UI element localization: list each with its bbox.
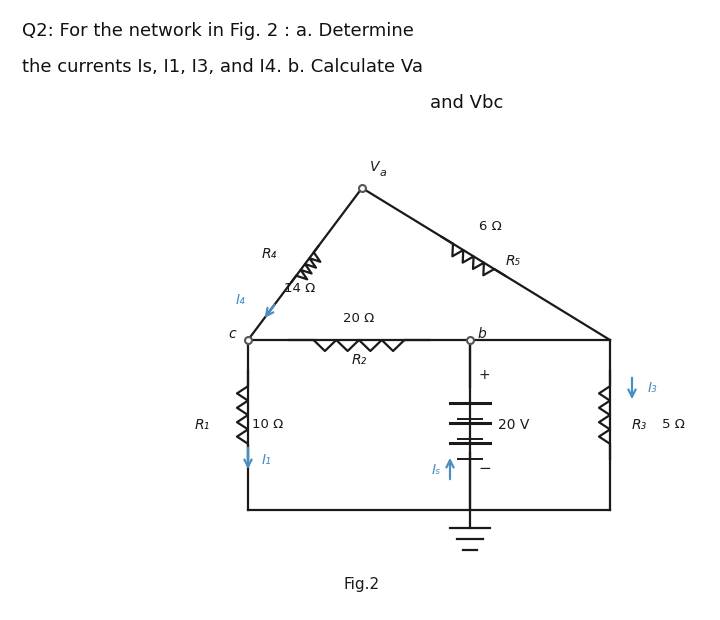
Text: −: − — [478, 461, 491, 476]
Text: R₄: R₄ — [262, 247, 277, 261]
Text: +: + — [478, 368, 490, 382]
Text: b: b — [478, 327, 487, 341]
Text: a: a — [380, 168, 387, 178]
Text: 6 Ω: 6 Ω — [479, 220, 501, 233]
Text: and Vbc: and Vbc — [430, 94, 503, 112]
Text: R₅: R₅ — [505, 254, 521, 268]
Text: Fig.2: Fig.2 — [344, 577, 380, 593]
Text: 14 Ω: 14 Ω — [284, 282, 315, 295]
Text: Q2: For the network in Fig. 2 : a. Determine: Q2: For the network in Fig. 2 : a. Deter… — [22, 22, 414, 40]
Text: V: V — [370, 160, 379, 174]
Text: Iₛ: Iₛ — [431, 463, 441, 477]
Text: R₃: R₃ — [632, 418, 647, 432]
Text: c: c — [228, 327, 236, 341]
Text: 10 Ω: 10 Ω — [252, 418, 283, 432]
Text: 5 Ω: 5 Ω — [662, 418, 685, 432]
Text: I₃: I₃ — [647, 381, 657, 395]
Text: I₄: I₄ — [236, 293, 246, 307]
Text: 20 V: 20 V — [498, 418, 529, 432]
Text: I₁: I₁ — [261, 453, 271, 467]
Text: the currents Is, I1, I3, and I4. b. Calculate Va: the currents Is, I1, I3, and I4. b. Calc… — [22, 58, 423, 76]
Text: 20 Ω: 20 Ω — [343, 311, 374, 324]
Text: R₁: R₁ — [194, 418, 210, 432]
Text: R₂: R₂ — [351, 353, 366, 367]
